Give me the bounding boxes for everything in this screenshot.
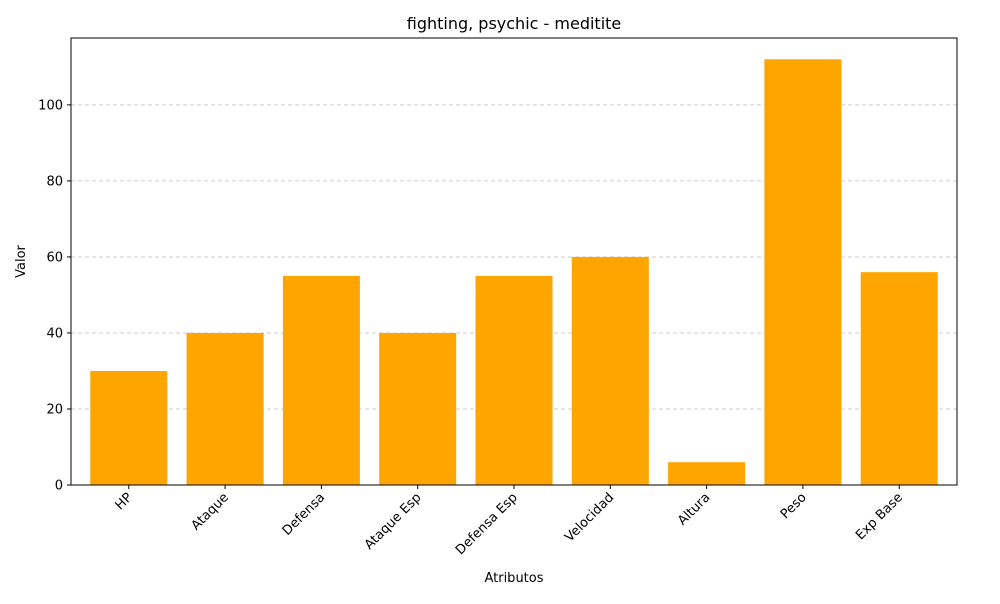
bar (571, 256, 649, 485)
chart-title: fighting, psychic - meditite (407, 14, 622, 33)
y-axis-ticks: 0 20 40 60 80 100 (38, 98, 71, 494)
bar (764, 59, 842, 486)
y-tick-label: 0 (55, 479, 63, 494)
y-axis-label: Valor (14, 244, 29, 277)
bar (668, 462, 746, 485)
bar (475, 275, 553, 485)
x-axis-label: Atributos (484, 571, 543, 586)
bar (90, 370, 168, 485)
y-tick-label: 80 (46, 174, 63, 189)
bars-layer (90, 59, 938, 486)
y-tick-label: 100 (38, 98, 63, 113)
y-tick-label: 20 (46, 402, 63, 417)
y-tick-label: 60 (46, 250, 63, 265)
bar (186, 332, 264, 485)
bar (379, 332, 457, 485)
y-tick-label: 40 (46, 326, 63, 341)
bar (282, 275, 360, 485)
bar (860, 272, 938, 485)
